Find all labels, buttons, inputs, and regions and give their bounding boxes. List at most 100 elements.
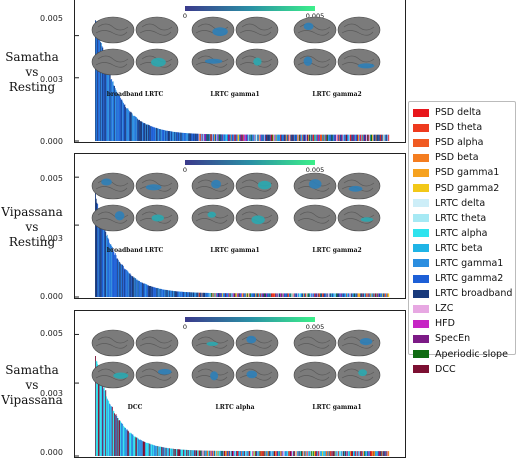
bar [292,293,294,297]
bar [376,293,378,297]
brain-surface [235,329,279,357]
bar [300,293,301,297]
bar [328,293,329,297]
bar [189,133,191,141]
bar [379,293,381,297]
bar [239,293,241,297]
bar [241,134,243,141]
bar [208,450,210,456]
bar [268,134,270,141]
bar [224,450,226,456]
bar [353,293,355,297]
bar [194,292,196,297]
bar [191,292,193,297]
bar [233,134,235,141]
bar [169,448,171,456]
bar [226,293,228,297]
bar [305,134,307,141]
bar [195,450,197,456]
legend-item: LRTC broadband [413,286,512,301]
bar [281,134,283,141]
bar [236,134,238,141]
bar [131,113,133,141]
bar [207,134,209,141]
bar [274,134,276,141]
bar [187,450,189,456]
legend-label: SpecEn [435,333,471,345]
bar [111,406,113,456]
bar [95,20,96,141]
bar [285,134,287,141]
bar [215,450,217,456]
bar [314,134,316,141]
bar [372,134,374,141]
bar [135,116,137,141]
bar [183,291,185,297]
bar [169,448,171,456]
bar [133,435,135,456]
bar [290,134,292,141]
legend-swatch [413,123,429,132]
bar [99,372,101,456]
brain-surface [91,329,135,357]
bar [170,290,172,297]
brain-sulci [239,368,273,381]
bar [351,134,353,141]
bar [129,433,131,456]
brain-surface [191,204,235,232]
bar [179,132,181,141]
bar [158,446,160,456]
legend-swatch [413,199,429,208]
bar [198,133,200,141]
bar [117,93,119,141]
bar [149,443,151,456]
bar [324,293,326,297]
bar [182,449,184,456]
legend-item: LZC [413,301,511,316]
brain-map-label: LRTC gamma2 [312,247,361,254]
bar [297,293,299,297]
bar [184,133,186,141]
legend-item: LRTC beta [413,241,511,256]
bar [362,134,364,141]
bar [160,129,162,141]
bar [165,130,167,141]
bar [341,293,343,297]
bar-chart-1: 0 0.005 broadband LRTC LRTC gamma1 LRTC gamm… [75,6,390,142]
colorbar [185,317,315,322]
bar [352,134,354,141]
bar [388,134,390,141]
bar [194,450,196,456]
bar [248,134,250,141]
bar [318,134,320,141]
brain-sulci [297,368,331,381]
legend-label: HFD [435,318,455,330]
bar [132,434,134,456]
bar [322,293,324,297]
bar [358,293,360,297]
bar [301,293,303,297]
bar [314,293,315,297]
bar [306,293,308,297]
bar [218,134,220,141]
bar [211,134,213,141]
bar [377,134,379,141]
bar [280,293,282,297]
bar [248,293,250,297]
bar [340,293,342,297]
bar [301,134,303,141]
legend: PSD delta PSD theta PSD alpha PSD beta PSD g… [408,101,516,375]
bar [266,134,268,141]
bar [326,134,328,141]
bar [169,290,171,297]
bar [168,448,170,456]
bar [345,293,347,297]
bar [150,126,152,141]
bar [275,293,276,297]
bar [211,293,213,297]
brain-surface [337,329,381,357]
bar [115,255,117,297]
bar [189,450,190,456]
chart-panel-vipassana-vs-resting: 0 0.005 broadband LRTC LRTC gamma1 LRTC gamm… [74,153,406,299]
bar [308,293,310,297]
